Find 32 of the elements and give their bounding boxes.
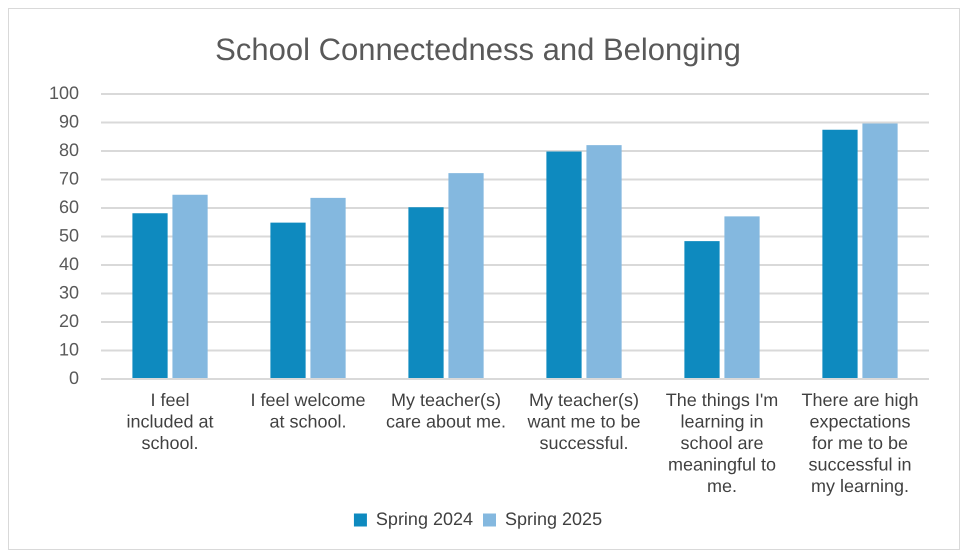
bar [546,151,582,378]
bar [822,130,858,378]
x-tick-label: I feel included at school. [126,390,214,453]
y-tick-label: 10 [59,339,80,360]
bar [724,216,760,378]
legend-label: Spring 2024 [376,508,474,529]
bar [448,173,484,378]
chart-title: School Connectedness and Belonging [215,32,741,68]
bar [270,222,306,378]
bar [408,207,444,378]
bar [132,213,168,378]
x-tick-label: My teacher(s) want me to be successful. [526,390,641,453]
y-tick-label: 20 [59,311,80,332]
y-tick-label: 40 [59,254,80,274]
y-tick-label: 30 [59,282,80,303]
y-tick-label: 90 [59,112,80,132]
x-tick-label: My teacher(s) care about me. [386,390,506,432]
bar [862,124,898,378]
y-tick-label: 100 [48,83,80,104]
y-tick-label: 70 [59,168,80,189]
bar [684,241,720,378]
y-tick-label: 0 [69,368,80,388]
bar [172,194,208,378]
x-tick-label: The things I'm learning in school are meaningful to me. [666,390,778,496]
bar [310,198,346,378]
x-tick-label: I feel welcome at school. [250,390,366,432]
y-tick-label: 50 [59,226,80,246]
x-tick-label: There are high expectations for me to be successful in my learning. [801,390,919,496]
legend-label: Spring 2025 [505,508,602,529]
y-tick-label: 60 [59,197,80,218]
y-tick-label: 80 [59,140,80,160]
bar [586,145,622,378]
